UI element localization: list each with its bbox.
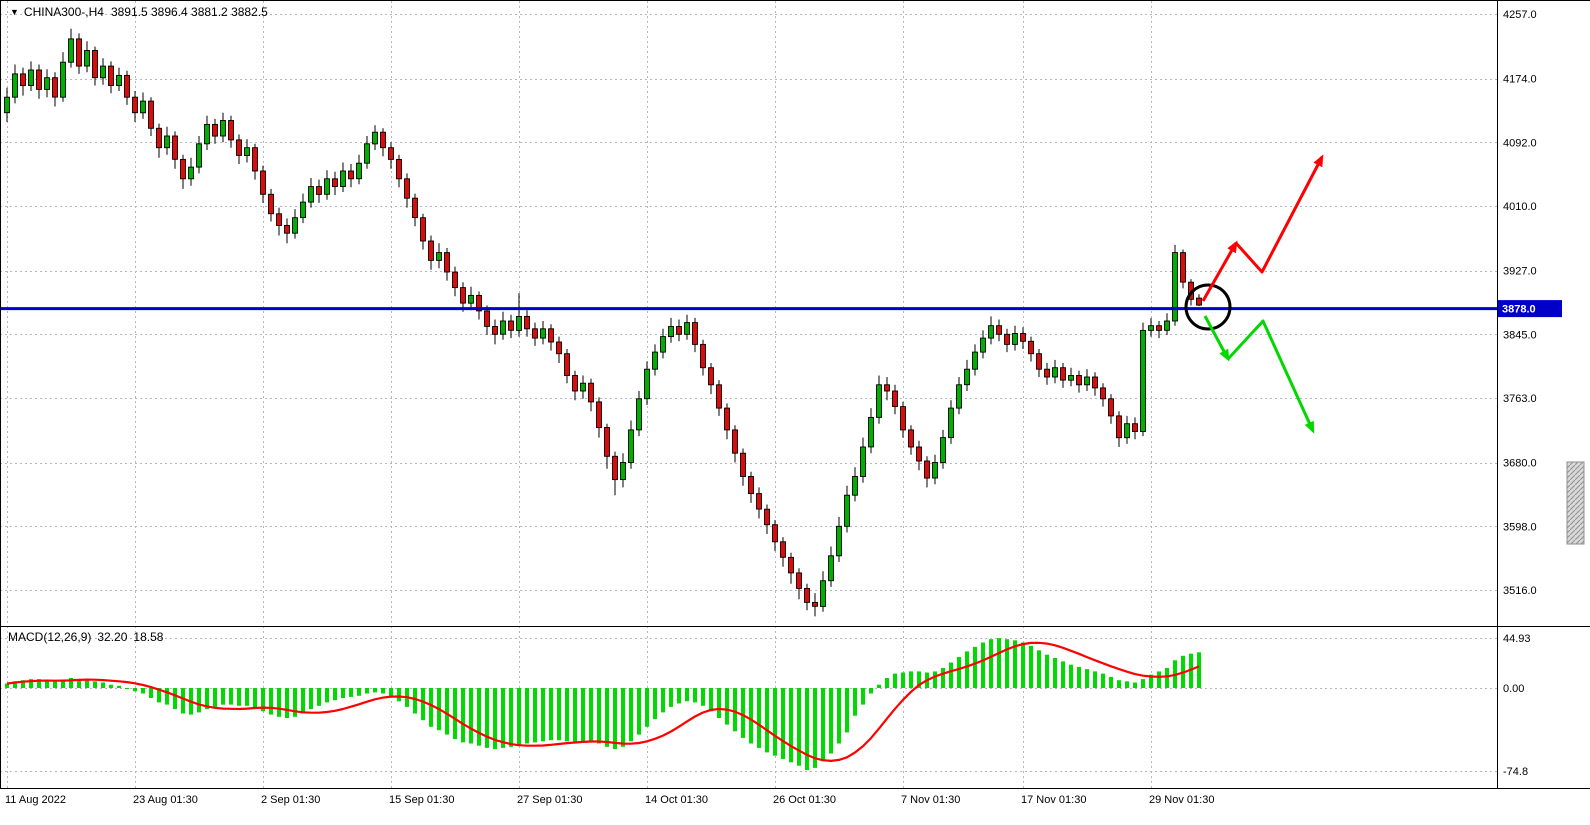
time-axis-label: 15 Sep 01:30	[389, 794, 454, 806]
time-axis-label: 17 Nov 01:30	[1021, 794, 1086, 806]
price-axis[interactable]: 4257.0 4174.0 4092.0 4010.0 3927.0 3845.0 3763…	[1498, 9, 1562, 778]
price-axis-label: 3927.0	[1503, 266, 1537, 278]
price-axis-label: 4010.0	[1503, 201, 1537, 213]
price-axis-label: 4257.0	[1503, 9, 1537, 21]
macd-main-value: 32.20	[97, 630, 128, 644]
circle-annotation[interactable]	[1184, 283, 1232, 331]
macd-label: MACD(12,26,9)	[8, 630, 92, 644]
time-axis-label: 23 Aug 01:30	[133, 794, 198, 806]
time-axis-label: 14 Oct 01:30	[645, 794, 708, 806]
time-axis[interactable]: 11 Aug 2022 23 Aug 01:30 2 Sep 01:30 15 Sep…	[5, 794, 1214, 806]
price-axis-label: 3516.0	[1503, 585, 1537, 597]
price-axis-label: 4174.0	[1503, 74, 1537, 86]
price-tag: 3878.0	[1498, 300, 1562, 318]
bearish-scenario-arrow[interactable]	[1203, 315, 1315, 434]
macd-axis-label: -74.8	[1503, 766, 1528, 778]
price-axis-label: 4092.0	[1503, 137, 1537, 149]
scrollbar-thumb[interactable]	[1566, 461, 1585, 545]
macd-signal-line	[6, 641, 1200, 763]
time-axis-label: 29 Nov 01:30	[1149, 794, 1214, 806]
macd-header: MACD(12,26,9) 32.20 18.58	[8, 630, 163, 644]
time-axis-label: 2 Sep 01:30	[261, 794, 320, 806]
symbol-period-label: CHINA300-,H4	[23, 5, 104, 19]
time-axis-label: 27 Sep 01:30	[517, 794, 582, 806]
macd-axis-label: 44.93	[1503, 633, 1531, 645]
candlestick-series	[4, 28, 1202, 617]
price-tag-value: 3878.0	[1502, 304, 1536, 316]
macd-axis-label: 0.00	[1503, 683, 1524, 695]
pane-borders	[0, 0, 1590, 789]
price-axis-label: 3763.0	[1503, 393, 1537, 405]
price-axis-label: 3598.0	[1503, 521, 1537, 533]
quote-header: ▼ CHINA300-,H4 3891.5 3896.4 3881.2 3882.5	[10, 5, 268, 19]
macd-histogram	[5, 638, 1201, 771]
price-axis-label: 3845.0	[1503, 329, 1537, 341]
bullish-scenario-arrow[interactable]	[1201, 154, 1324, 302]
time-axis-label: 26 Oct 01:30	[773, 794, 836, 806]
grid	[0, 1, 1497, 788]
macd-signal-value: 18.58	[133, 630, 164, 644]
time-axis-label: 7 Nov 01:30	[901, 794, 960, 806]
quote-ohlc: 3891.5 3896.4 3881.2 3882.5	[110, 5, 268, 19]
time-axis-label: 11 Aug 2022	[5, 794, 66, 806]
symbol-dropdown-icon[interactable]: ▼	[10, 7, 19, 17]
price-axis-label: 3680.0	[1503, 458, 1537, 470]
